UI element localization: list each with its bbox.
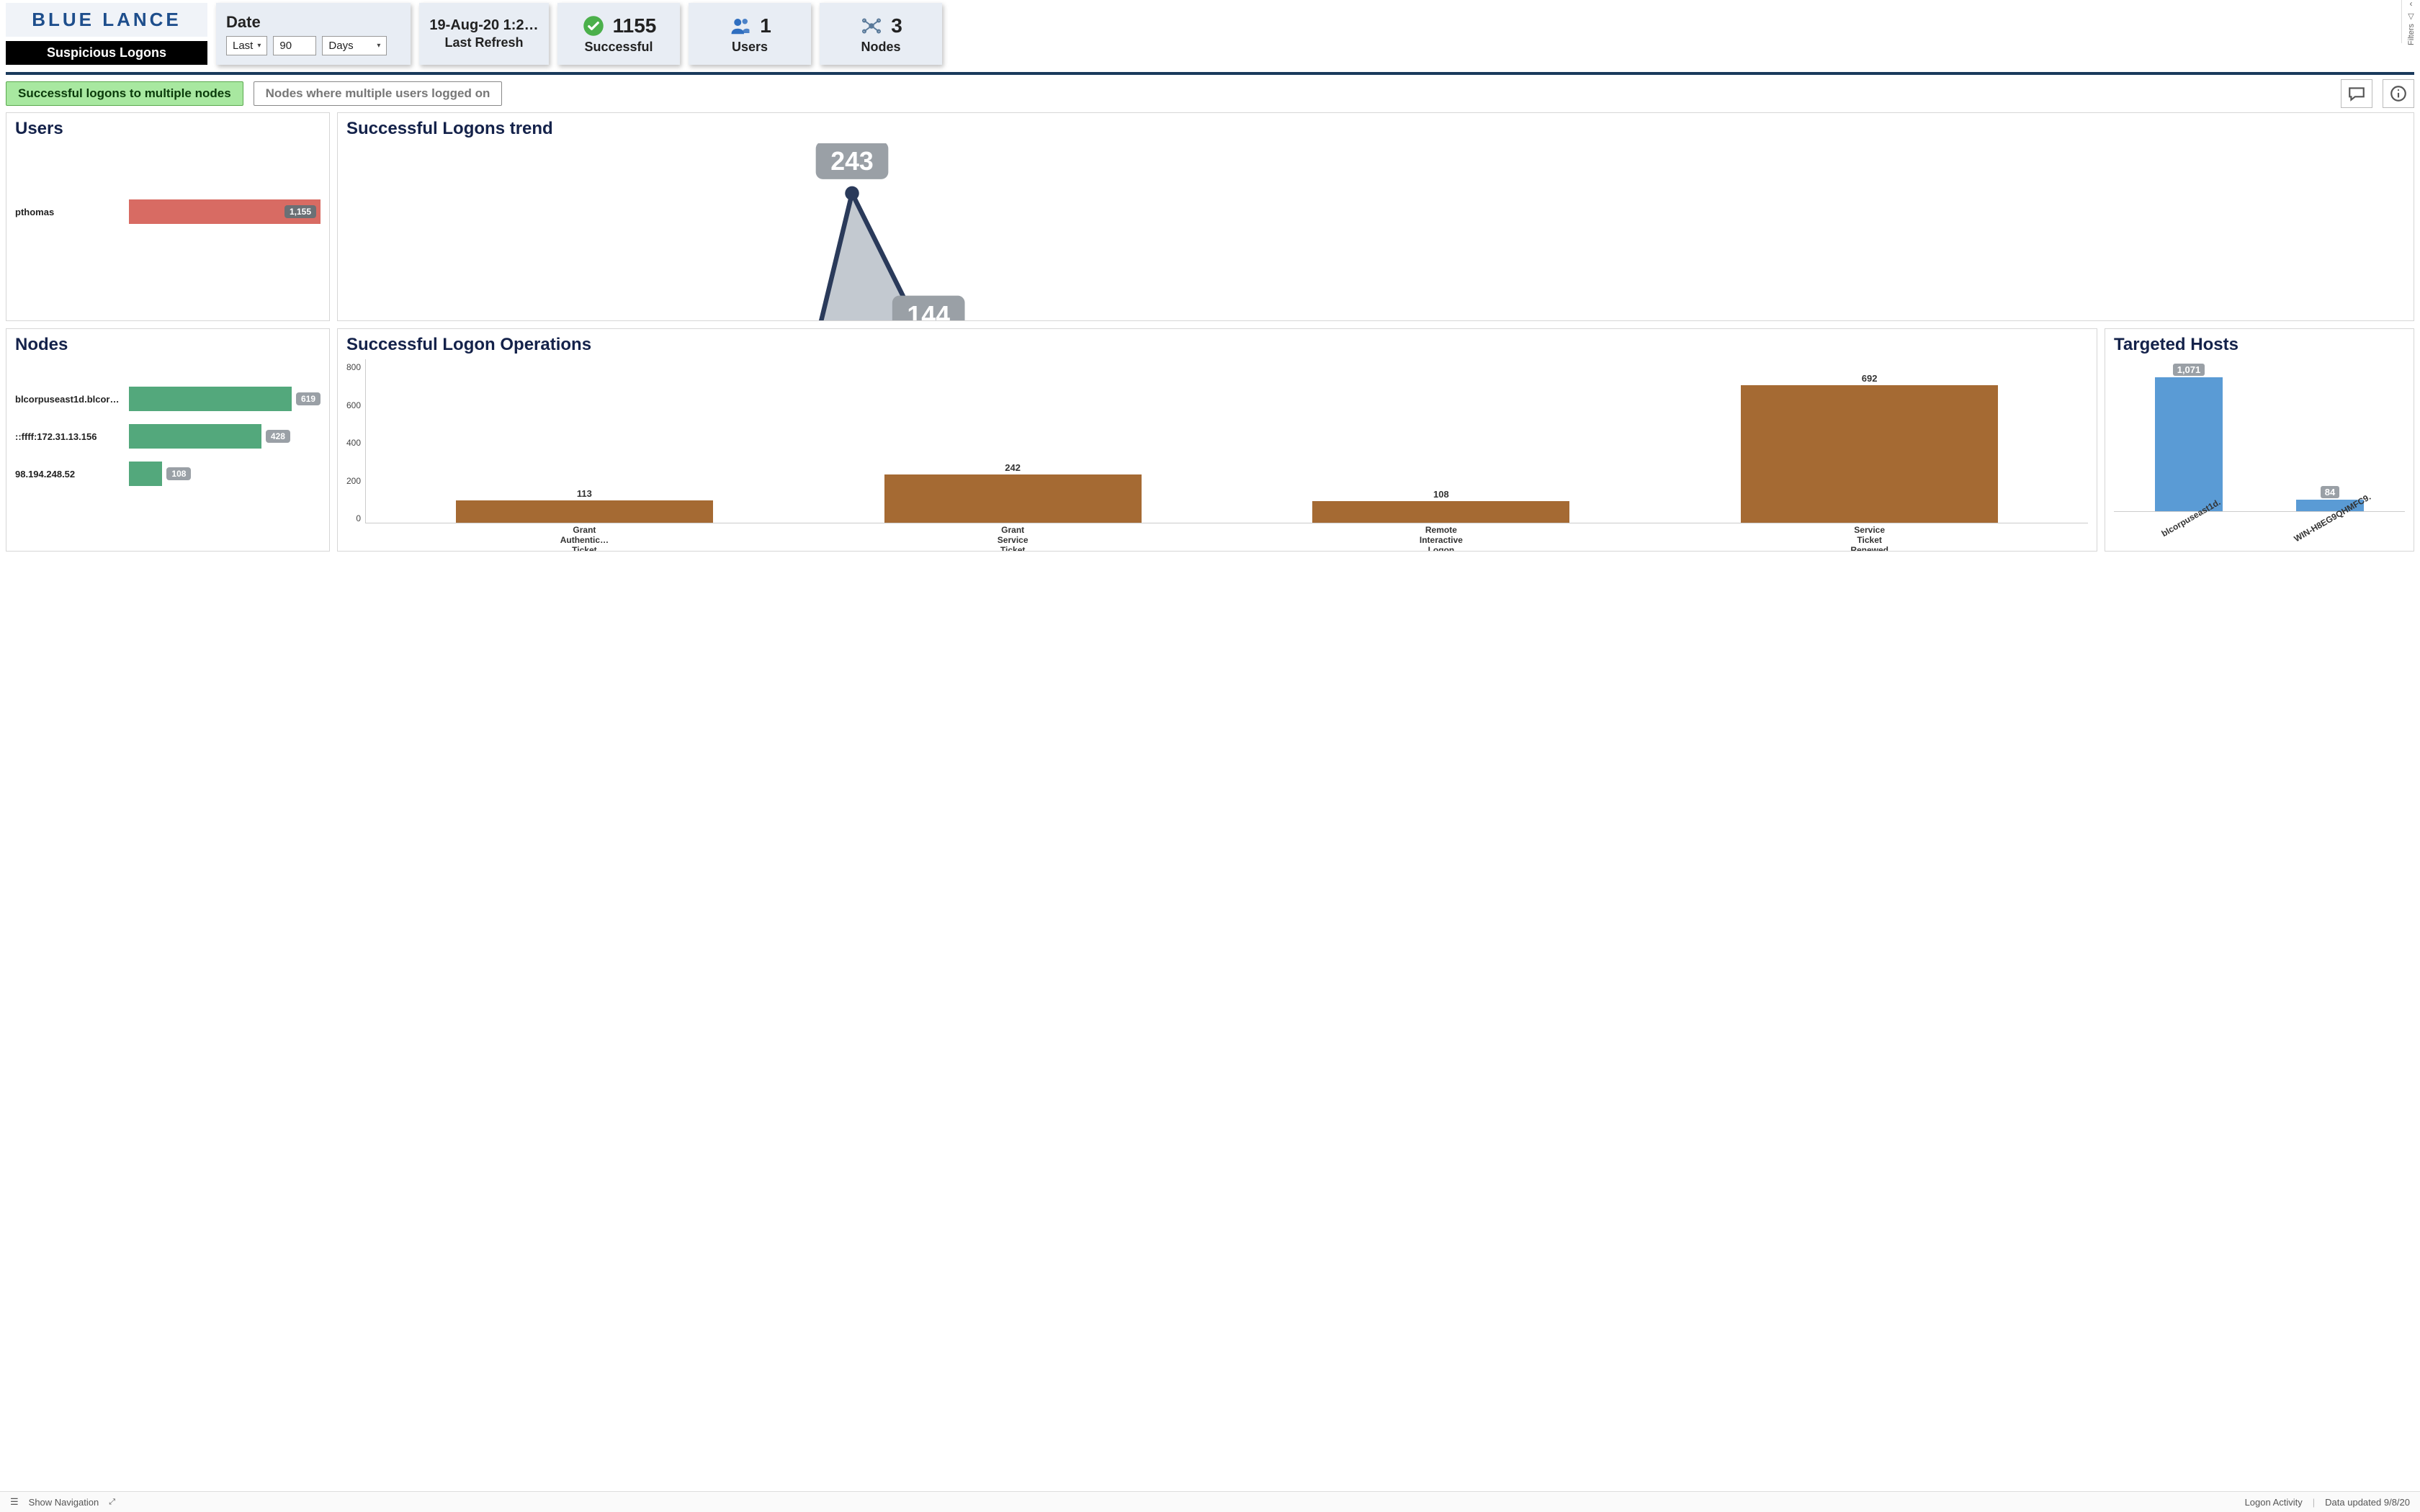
users-label: Users <box>732 40 768 55</box>
collapse-icon[interactable]: ⤢ <box>109 1498 115 1507</box>
show-navigation-link[interactable]: Show Navigation <box>29 1497 99 1508</box>
funnel-icon: ▽ <box>2408 12 2414 21</box>
bar-column[interactable]: 1,071blcorpuseast1d. <box>2118 364 2259 511</box>
hbar-row[interactable]: pthomas 1,155 <box>15 199 321 224</box>
metric-successful: 1155 Successful <box>557 3 680 65</box>
footer-updated: Data updated 9/8/20 <box>2325 1497 2410 1508</box>
panel-title: Nodes <box>15 335 321 355</box>
bar-column[interactable]: 242GrantServiceTicket <box>799 364 1227 523</box>
hbar: 1,155 <box>129 199 321 224</box>
panel-operations: Successful Logon Operations 800 600 400 200… <box>337 328 2097 552</box>
refresh-value: 19-Aug-20 1:2… <box>429 17 538 34</box>
nodes-label: Nodes <box>861 40 900 55</box>
network-icon <box>859 14 884 38</box>
ytick: 600 <box>346 400 361 410</box>
panel-title: Successful Logons trend <box>346 119 2405 139</box>
value-badge: 108 <box>166 467 191 480</box>
metric-users: 1 Users <box>689 3 811 65</box>
brand-block: BLUE LANCE Suspicious Logons <box>6 3 207 65</box>
bar <box>456 500 713 523</box>
bar <box>1741 385 1998 523</box>
header-divider <box>6 72 2414 75</box>
hbar-row[interactable]: 98.194.248.52 108 <box>15 462 321 486</box>
panel-trend: Successful Logons trend 14July 2033July … <box>337 112 2414 321</box>
bar-column[interactable]: 692ServiceTicketRenewed <box>1655 364 2084 523</box>
refresh-label: Last Refresh <box>444 35 523 50</box>
filters-rail[interactable]: ‹ ▽ Filters <box>2401 0 2420 43</box>
ytick: 200 <box>346 476 361 486</box>
bar <box>2155 377 2223 511</box>
hbar <box>129 462 162 486</box>
hbar-label: blcorpuseast1d.blcorp.com <box>15 394 123 405</box>
hbar-row[interactable]: ::ffff:172.31.13.156 428 <box>15 424 321 449</box>
panel-title: Users <box>15 119 321 139</box>
trend-chart: 14July 2033July 2126July 2251July 2340Ju… <box>346 143 2405 321</box>
tab-nodes-multiple-users[interactable]: Nodes where multiple users logged on <box>254 81 503 106</box>
panel-title: Successful Logon Operations <box>346 335 2088 355</box>
bar-label: GrantAuthentic…Ticket <box>349 526 820 552</box>
hbar-label: 98.194.248.52 <box>15 469 123 480</box>
successful-value: 1155 <box>613 14 657 37</box>
metric-nodes: 3 Nodes <box>820 3 942 65</box>
status-bar: ☰ Show Navigation ⤢ Logon Activity | Dat… <box>0 1491 2420 1512</box>
bar-label: ServiceTicketRenewed <box>1634 526 2097 552</box>
ytick: 0 <box>356 513 361 523</box>
logo: BLUE LANCE <box>6 3 207 37</box>
panel-targeted-hosts: Targeted Hosts 1,071blcorpuseast1d.84WIN… <box>2105 328 2414 552</box>
report-title: Suspicious Logons <box>6 41 207 65</box>
bar-column[interactable]: 113GrantAuthentic…Ticket <box>370 364 799 523</box>
panel-nodes: Nodes blcorpuseast1d.blcorp.com 619::ffff… <box>6 328 330 552</box>
footer-context: Logon Activity <box>2245 1497 2303 1508</box>
bar-column[interactable]: 108RemoteInteractiveLogon <box>1227 364 1656 523</box>
value-badge: 1,155 <box>284 205 316 218</box>
filters-label: Filters <box>2407 24 2416 45</box>
bar-value: 242 <box>1005 462 1021 473</box>
hbar-row[interactable]: blcorpuseast1d.blcorp.com 619 <box>15 387 321 411</box>
svg-text:243: 243 <box>830 147 874 176</box>
svg-text:144: 144 <box>907 301 950 321</box>
nodes-value: 3 <box>891 14 902 37</box>
panel-title: Targeted Hosts <box>2114 335 2405 355</box>
bar-value: 108 <box>1433 489 1449 500</box>
chevron-left-icon: ‹ <box>2410 0 2413 9</box>
ytick: 800 <box>346 362 361 372</box>
hbar <box>129 424 261 449</box>
bar-label: RemoteInteractiveLogon <box>1206 526 1677 552</box>
range-unit-value: Days <box>328 40 353 52</box>
chevron-down-icon: ▾ <box>257 42 261 50</box>
hamburger-icon[interactable]: ☰ <box>10 1496 19 1508</box>
bar-value: 692 <box>1862 373 1878 384</box>
panel-users: Users pthomas 1,155 <box>6 112 330 321</box>
range-mode-value: Last <box>233 40 253 52</box>
check-circle-icon <box>581 14 606 38</box>
ytick: 400 <box>346 438 361 448</box>
range-value: 90 <box>279 40 292 52</box>
date-label: Date <box>226 13 400 32</box>
bar-value: 113 <box>577 488 592 499</box>
hbar-label: ::ffff:172.31.13.156 <box>15 431 123 442</box>
chevron-down-icon: ▾ <box>377 42 380 50</box>
bar-label: GrantServiceTicket <box>777 526 1248 552</box>
bar <box>1312 501 1569 523</box>
hbar <box>129 387 292 411</box>
info-button[interactable] <box>2383 79 2414 108</box>
bar <box>884 474 1142 523</box>
range-value-input[interactable]: 90 <box>273 36 316 55</box>
range-unit-select[interactable]: Days ▾ <box>322 36 387 55</box>
comment-button[interactable] <box>2341 79 2372 108</box>
value-badge: 619 <box>296 392 321 405</box>
metric-refresh: 19-Aug-20 1:2… Last Refresh <box>419 3 549 65</box>
users-value: 1 <box>760 14 771 37</box>
date-filter-card: Date Last ▾ 90 Days ▾ <box>216 3 411 65</box>
tab-successful-multiple-nodes[interactable]: Successful logons to multiple nodes <box>6 81 243 106</box>
range-mode-select[interactable]: Last ▾ <box>226 36 267 55</box>
bar-value-badge: 84 <box>2321 486 2339 498</box>
value-badge: 428 <box>266 430 290 443</box>
successful-label: Successful <box>584 40 653 55</box>
bar-column[interactable]: 84WIN-H8EG9QHMFC9. <box>2259 364 2401 511</box>
users-icon <box>728 14 753 38</box>
hbar-label: pthomas <box>15 207 123 217</box>
bar-value-badge: 1,071 <box>2173 364 2205 376</box>
